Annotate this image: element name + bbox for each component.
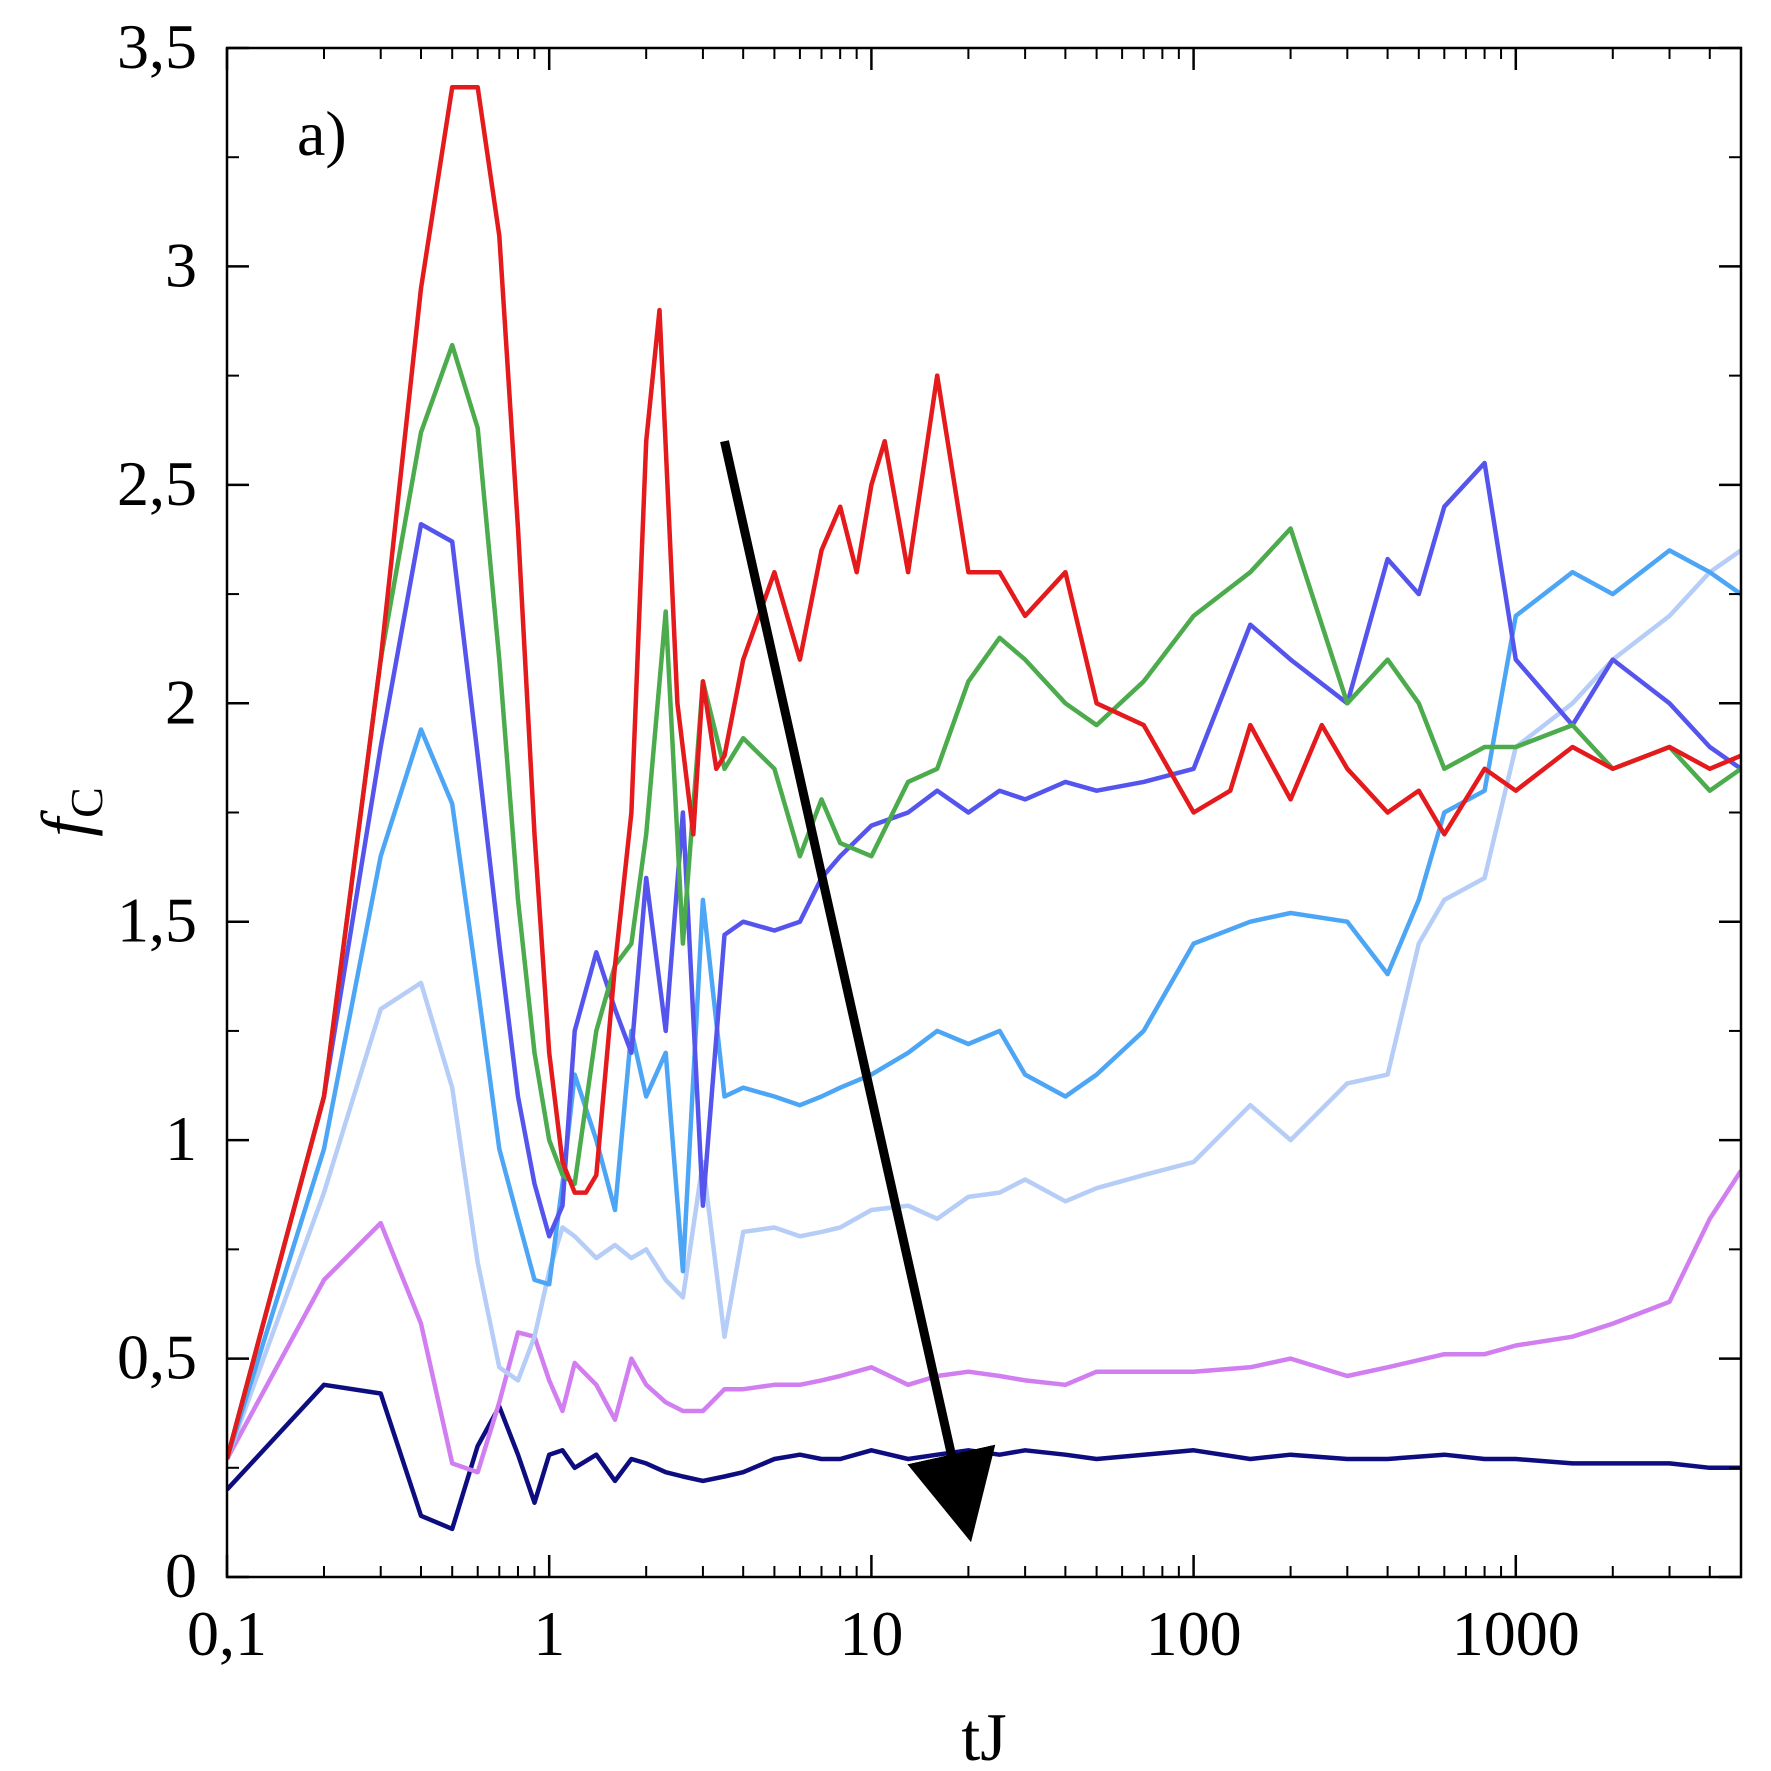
x-tick-label-0: 0,1: [187, 1598, 267, 1669]
series-line-3: [227, 548, 1741, 1460]
trend-arrow: [720, 440, 996, 1543]
series-line-2: [227, 548, 1741, 1460]
y-tick-label-0: 0: [165, 1540, 197, 1611]
y-tick-label-7: 3,5: [117, 11, 197, 82]
series-layer: [227, 85, 1741, 1532]
svg-text:fC: fC: [27, 787, 112, 837]
x-tick-label-4: 1000: [1452, 1598, 1580, 1669]
y-axis-label-sub: C: [61, 787, 112, 818]
y-tick-label-3: 1,5: [117, 885, 197, 956]
x-axis-label: tJ: [961, 1699, 1006, 1771]
y-tick-label-4: 2: [165, 666, 197, 737]
series-line-1: [227, 1169, 1741, 1475]
series-line-4: [227, 460, 1741, 1460]
series-line-0: [227, 1382, 1741, 1532]
y-axis-label: fC: [27, 787, 112, 837]
x-tick-label-1: 1: [533, 1598, 565, 1669]
y-tick-label-5: 2,5: [117, 448, 197, 519]
panel-label: a): [297, 98, 347, 169]
x-tick-label-3: 100: [1146, 1598, 1242, 1669]
series-line-5: [227, 342, 1741, 1460]
series-line-6: [227, 85, 1741, 1460]
y-tick-label-1: 0,5: [117, 1322, 197, 1393]
y-tick-label-6: 3: [165, 229, 197, 300]
x-tick-label-2: 10: [839, 1598, 903, 1669]
tick-layer: 0 0,5 1 1,5 2 2,5 3 3,5 0,1 1 10 100 1000: [117, 11, 1741, 1669]
arrow-layer: [720, 440, 996, 1543]
y-tick-label-2: 1: [165, 1103, 197, 1174]
